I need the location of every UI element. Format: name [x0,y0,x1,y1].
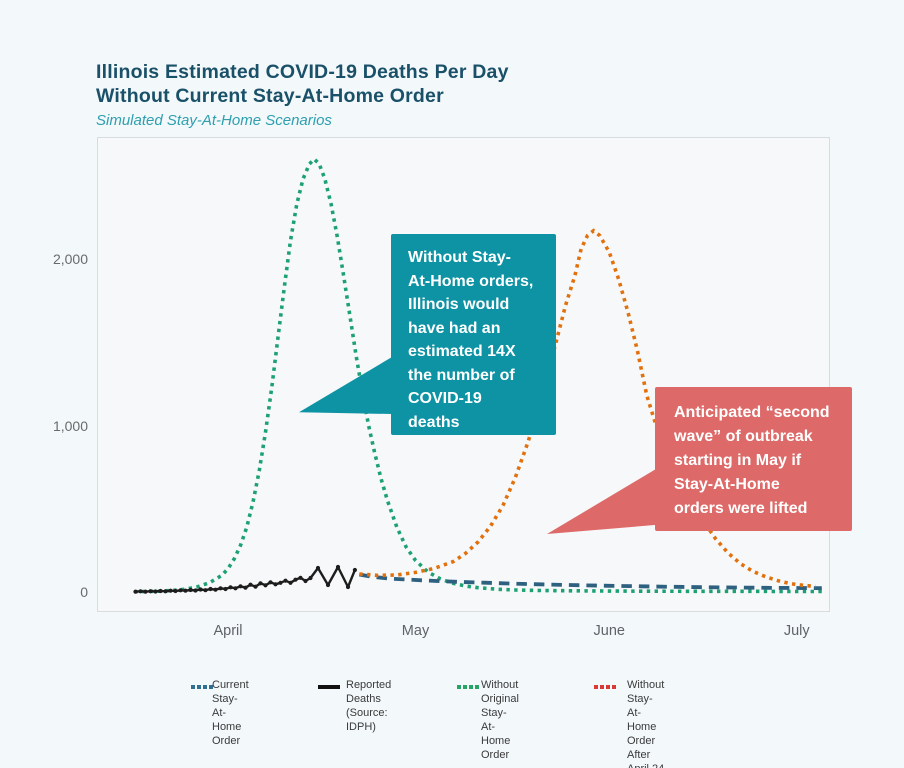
legend-dot-sample [594,685,598,689]
legend-label: Reported Deaths (Source: IDPH) [346,679,392,733]
chart-title: Illinois Estimated COVID-19 Deaths Per D… [96,61,509,107]
legend-dot-sample [457,685,461,689]
legend-line-sample [318,685,340,689]
legend-dot-sample [475,685,479,689]
legend-label: Without Stay-At-Home Order After April 2… [627,679,665,768]
y-axis-tick-label: 1,000 [52,417,88,434]
callout-second-wave: Anticipated “second wave” of outbreak st… [655,387,852,531]
legend-swatch-dotted-line [457,685,479,689]
chart-subtitle: Simulated Stay-At-Home Scenarios [96,112,332,129]
x-axis-tick-label: May [401,623,430,639]
legend-dot-sample [469,685,473,689]
legend-label: Current Stay-At- Home Order [212,679,249,747]
legend-dot-sample [191,685,195,689]
legend-dot-sample [203,685,207,689]
y-axis-tick-label: 2,000 [52,251,88,267]
legend-swatch-dotted-line [191,685,213,689]
legend-dot-sample [463,685,467,689]
legend-swatch-dotted-line [594,685,616,689]
legend-dot-sample [600,685,604,689]
callout-no-order: Without Stay- At-Home orders, Illinois w… [391,234,556,435]
x-axis-tick-label: June [593,623,625,639]
y-axis-tick-label: 0 [80,584,88,600]
legend-dot-sample [606,685,610,689]
legend-dot-sample [209,685,213,689]
legend-label: Without Original Stay-At-Home Order [481,679,519,761]
x-axis-tick-label: April [213,623,243,639]
x-axis-tick-label: July [783,623,810,639]
legend-swatch-solid-line [318,685,340,689]
legend-dot-sample [612,685,616,689]
legend-dot-sample [197,685,201,689]
